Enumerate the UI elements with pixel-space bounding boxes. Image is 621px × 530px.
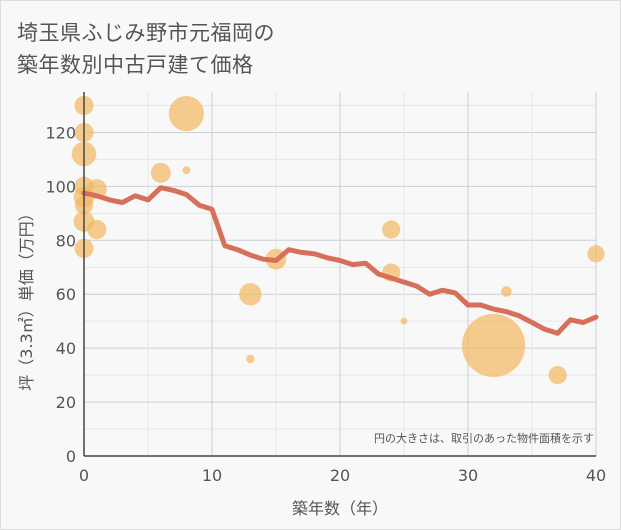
bubble-point (587, 245, 605, 263)
bubble-point (382, 220, 401, 239)
y-tick-label: 60 (56, 285, 76, 304)
bubble-point (400, 317, 408, 325)
trend-line (81, 185, 599, 336)
bubble-point (182, 166, 191, 175)
x-tick-label: 40 (586, 466, 606, 485)
x-tick-label: 10 (202, 466, 222, 485)
bubble-point (548, 366, 567, 385)
y-tick-label: 100 (45, 177, 76, 196)
y-axis-label: 坪（3.3㎡）単価（万円） (17, 205, 36, 390)
x-tick-label: 0 (79, 466, 89, 485)
x-tick-label: 30 (458, 466, 478, 485)
y-tick-label: 20 (56, 393, 76, 412)
x-axis-label: 築年数（年） (292, 499, 388, 518)
title-line-1: 埼玉県ふじみ野市元福岡の (17, 21, 275, 45)
trend-layer (81, 185, 599, 336)
grid-lines (84, 92, 597, 456)
title-line-2: 築年数別中古戸建て価格 (17, 53, 254, 77)
x-tick-label: 20 (330, 466, 350, 485)
tick-labels: 0 20 40 60 80 100 120 0 10 20 30 40 (45, 123, 606, 485)
bubble-point (462, 313, 526, 378)
bubble-point (168, 95, 204, 132)
bubble-point (87, 219, 107, 240)
axes-layer (83, 92, 596, 457)
y-tick-label: 80 (56, 231, 76, 250)
chart-title: 埼玉県ふじみ野市元福岡の 築年数別中古戸建て価格 (17, 17, 275, 81)
bubble-point (239, 283, 262, 306)
y-tick-label: 0 (66, 447, 76, 466)
bubble-point (246, 354, 255, 364)
size-note: 円の大きさは、取引のあった物件面積を示す (374, 431, 594, 445)
y-tick-label: 120 (45, 123, 76, 142)
y-tick-label: 40 (56, 339, 76, 358)
bubble-point (501, 286, 512, 297)
bubble-point (150, 162, 171, 183)
